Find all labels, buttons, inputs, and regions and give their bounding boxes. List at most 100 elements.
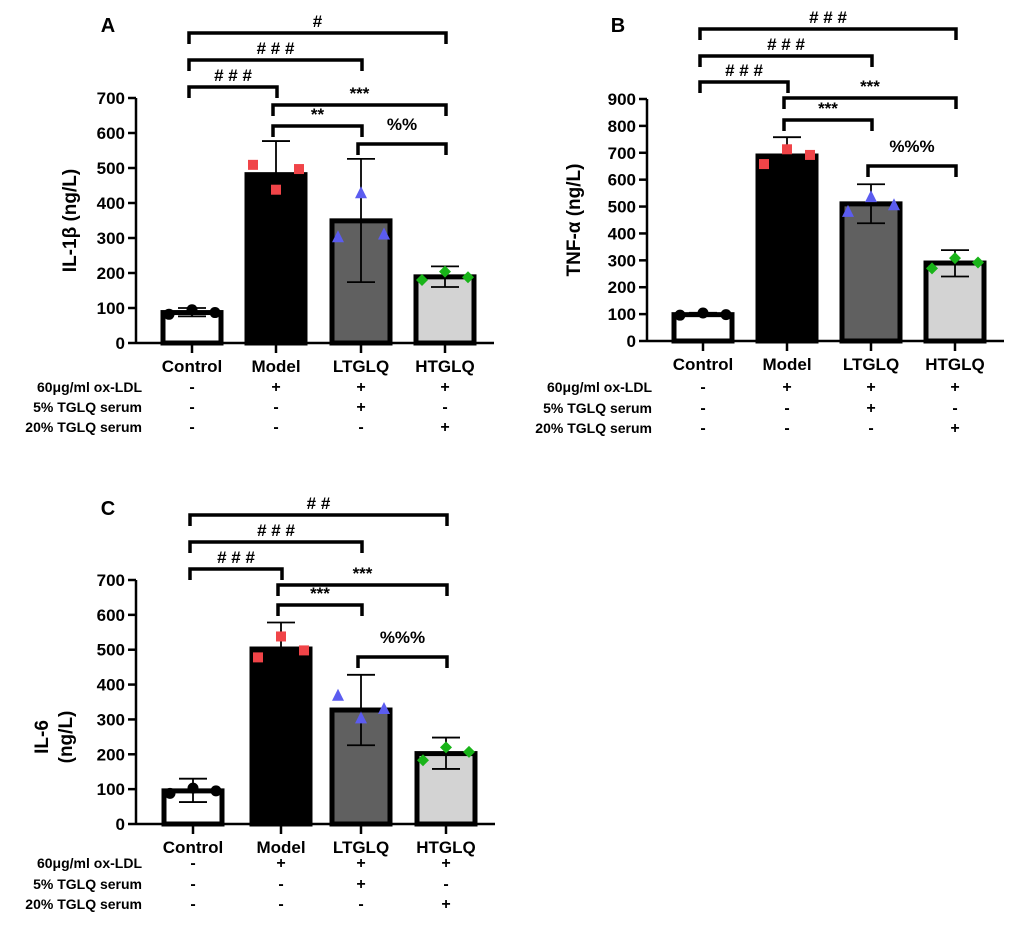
- treatment-mark: +: [356, 876, 365, 893]
- significance-bracket: [866, 164, 958, 177]
- significance-label: ***: [310, 584, 330, 603]
- x-tick-label: Model: [256, 838, 305, 857]
- treatment-mark: +: [440, 379, 449, 396]
- treatment-mark: -: [700, 400, 705, 417]
- data-point-diamond: [417, 754, 429, 767]
- significance-bracket: [188, 513, 449, 526]
- y-tick-label: 900: [608, 90, 636, 109]
- significance-label: # # #: [217, 548, 255, 567]
- treatment-label: 5% TGLQ serum: [33, 399, 142, 415]
- significance-bracket: [187, 58, 364, 71]
- y-axis-label: TNF-α (ng/L): [564, 164, 585, 277]
- significance-label: ***: [818, 99, 838, 118]
- treatment-mark: -: [278, 896, 283, 913]
- treatment-mark: -: [189, 419, 194, 436]
- significance-bracket: [187, 85, 279, 98]
- treatment-mark: -: [273, 399, 278, 416]
- y-tick-label: 600: [608, 171, 636, 190]
- y-tick-label: 300: [97, 229, 125, 248]
- treatment-mark: +: [950, 379, 959, 396]
- data-point-diamond: [462, 271, 474, 284]
- y-tick-label: 200: [97, 264, 125, 283]
- significance-bracket: [698, 54, 874, 67]
- treatment-label: 60μg/ml ox-LDL: [37, 855, 142, 871]
- treatment-mark: +: [950, 420, 959, 437]
- data-point-square: [253, 652, 263, 663]
- y-tick-label: 400: [97, 194, 125, 213]
- significance-label: **: [311, 105, 325, 124]
- treatment-mark: -: [190, 896, 195, 913]
- data-point-square: [271, 184, 281, 195]
- bar-model: [244, 172, 308, 346]
- data-point-circle: [187, 782, 199, 794]
- significance-label: %%: [387, 115, 417, 134]
- x-tick-label: LTGLQ: [333, 357, 389, 376]
- significance-bracket: [188, 567, 284, 580]
- treatment-mark: -: [700, 420, 705, 437]
- y-tick-label: 200: [608, 278, 636, 297]
- treatment-mark: +: [441, 896, 450, 913]
- y-tick-label: 100: [608, 305, 636, 324]
- data-point-triangle: [865, 190, 877, 203]
- treatment-mark: -: [442, 399, 447, 416]
- significance-bracket: [698, 27, 958, 40]
- x-tick-label: HTGLQ: [416, 838, 476, 857]
- significance-bracket: [356, 142, 448, 155]
- data-point-diamond: [463, 745, 475, 758]
- significance-label: # # #: [725, 61, 763, 80]
- panel-b: B 0 100 200 300 400 500 600 700 800 900 TNF-α (ng/L…: [535, 8, 1004, 437]
- x-tick-label: HTGLQ: [925, 355, 985, 374]
- treatment-mark: +: [440, 419, 449, 436]
- treatment-label: 20% TGLQ serum: [25, 896, 142, 912]
- data-point-square: [299, 645, 309, 656]
- treatment-mark: -: [443, 876, 448, 893]
- significance-label: ***: [350, 84, 370, 103]
- significance-label: # # #: [257, 521, 295, 540]
- x-tick-label: LTGLQ: [843, 355, 899, 374]
- x-tick-label: Control: [163, 838, 223, 857]
- significance-label: ***: [860, 77, 880, 96]
- data-point-circle: [163, 308, 175, 320]
- data-point-diamond: [972, 256, 984, 269]
- significance-bracket: [276, 583, 449, 596]
- data-point-triangle: [888, 198, 900, 211]
- panel-label: C: [101, 498, 115, 520]
- data-point-triangle: [332, 230, 344, 243]
- x-tick-label: LTGLQ: [333, 838, 389, 857]
- y-tick-label: 100: [97, 780, 125, 799]
- y-tick-label: 700: [97, 89, 125, 108]
- data-point-circle: [186, 304, 198, 316]
- y-tick-label: 300: [608, 251, 636, 270]
- data-point-diamond: [439, 265, 451, 278]
- y-tick-label: 200: [97, 745, 125, 764]
- data-point-diamond: [926, 262, 938, 275]
- treatment-mark: +: [782, 379, 791, 396]
- y-tick-label: 0: [627, 332, 636, 351]
- panel-c: C 0 100 200 300 400 500 600 700 IL-6 (ng/L) Control…: [25, 494, 495, 913]
- data-point-triangle: [332, 688, 344, 701]
- y-tick-label: 600: [97, 606, 125, 625]
- data-point-square: [248, 159, 258, 170]
- significance-bracket: [356, 655, 449, 668]
- data-point-circle: [697, 307, 709, 319]
- treatment-mark: -: [868, 420, 873, 437]
- treatment-mark: +: [866, 400, 875, 417]
- significance-label: # # #: [809, 8, 847, 27]
- y-axis-label: IL-1β (ng/L): [60, 169, 81, 272]
- bar-model: [755, 153, 819, 344]
- significance-label: # # #: [257, 39, 295, 58]
- y-tick-label: 500: [97, 159, 125, 178]
- treatment-label: 5% TGLQ serum: [33, 876, 142, 892]
- data-point-diamond: [416, 274, 428, 286]
- data-point-diamond: [440, 741, 452, 754]
- data-point-square: [759, 159, 769, 170]
- treatment-mark: +: [356, 379, 365, 396]
- significance-label: #: [313, 12, 323, 31]
- treatment-mark: -: [273, 419, 278, 436]
- treatment-mark: -: [189, 399, 194, 416]
- data-point-circle: [674, 309, 686, 321]
- bar-model: [249, 646, 313, 827]
- y-tick-label: 800: [608, 117, 636, 136]
- treatment-mark: +: [441, 855, 450, 872]
